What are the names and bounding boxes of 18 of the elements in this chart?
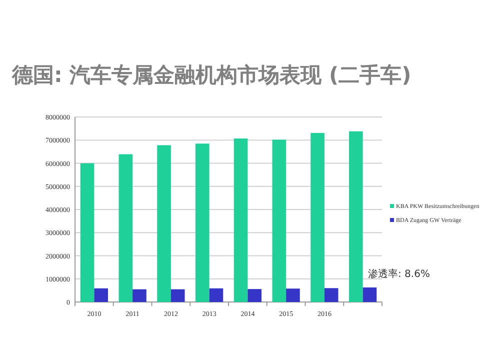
bar xyxy=(248,289,262,302)
chart-title: 德国: 汽车专属金融机构市场表现 (二手车) xyxy=(11,63,412,87)
bar xyxy=(132,289,146,302)
bar xyxy=(348,131,363,302)
bar xyxy=(94,288,108,302)
bar xyxy=(209,288,224,302)
bar xyxy=(310,132,324,302)
bar xyxy=(157,145,171,302)
bar xyxy=(286,288,300,302)
bar xyxy=(118,154,133,302)
bar xyxy=(170,289,185,302)
annotation: 渗透率: 8.6% xyxy=(368,268,430,280)
bar xyxy=(195,144,210,302)
bar xyxy=(362,287,377,302)
bar xyxy=(80,163,94,302)
bar xyxy=(272,140,286,302)
bar xyxy=(234,138,248,302)
bar xyxy=(324,288,338,302)
